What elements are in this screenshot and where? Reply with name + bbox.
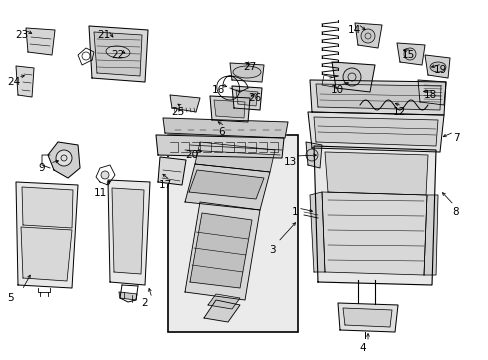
Text: 18: 18 [423, 90, 436, 100]
Polygon shape [189, 170, 264, 199]
Text: 9: 9 [39, 163, 45, 173]
Polygon shape [48, 142, 80, 178]
Text: 7: 7 [452, 133, 458, 143]
Polygon shape [417, 80, 445, 105]
Circle shape [403, 48, 415, 60]
Circle shape [243, 139, 252, 149]
Polygon shape [214, 100, 244, 118]
Text: 20: 20 [185, 150, 198, 160]
Polygon shape [209, 96, 249, 122]
Text: 14: 14 [346, 25, 360, 35]
Polygon shape [354, 23, 381, 48]
Polygon shape [331, 62, 374, 92]
Text: 22: 22 [111, 50, 124, 60]
Polygon shape [16, 66, 34, 97]
Text: 3: 3 [268, 245, 275, 255]
Polygon shape [94, 32, 142, 76]
Polygon shape [423, 195, 437, 275]
Text: 19: 19 [432, 65, 446, 75]
Text: 25: 25 [171, 107, 184, 117]
Text: 5: 5 [7, 293, 13, 303]
Polygon shape [190, 213, 251, 288]
Text: 16: 16 [211, 85, 224, 95]
Polygon shape [315, 84, 440, 110]
Polygon shape [231, 86, 262, 110]
Circle shape [223, 137, 232, 147]
Polygon shape [337, 303, 397, 332]
Text: 12: 12 [391, 107, 405, 117]
Polygon shape [309, 80, 445, 115]
Polygon shape [184, 164, 269, 210]
Circle shape [305, 149, 317, 161]
Polygon shape [195, 142, 274, 172]
Polygon shape [158, 157, 185, 185]
Ellipse shape [232, 66, 261, 78]
Text: 11: 11 [93, 188, 106, 198]
Text: 27: 27 [243, 62, 256, 72]
Polygon shape [307, 112, 443, 152]
Polygon shape [207, 294, 240, 309]
Polygon shape [203, 300, 240, 322]
Circle shape [342, 68, 360, 86]
Polygon shape [396, 43, 424, 65]
Polygon shape [236, 90, 258, 106]
Text: 6: 6 [218, 127, 225, 137]
Polygon shape [305, 142, 321, 168]
Polygon shape [119, 292, 137, 300]
Text: 21: 21 [97, 30, 110, 40]
Polygon shape [22, 187, 73, 228]
Polygon shape [229, 63, 264, 82]
Polygon shape [313, 146, 435, 285]
Polygon shape [313, 117, 437, 146]
Polygon shape [21, 227, 72, 281]
Circle shape [261, 142, 268, 150]
Polygon shape [342, 308, 391, 327]
Text: 4: 4 [359, 343, 366, 353]
Polygon shape [108, 180, 150, 285]
Ellipse shape [106, 46, 130, 58]
Text: 26: 26 [248, 93, 261, 103]
Polygon shape [16, 182, 78, 288]
Text: 13: 13 [283, 157, 296, 167]
Circle shape [101, 171, 109, 179]
Text: 17: 17 [158, 180, 171, 190]
Circle shape [360, 29, 374, 43]
Text: 8: 8 [452, 207, 458, 217]
Text: 2: 2 [142, 298, 148, 308]
Polygon shape [424, 55, 449, 78]
Text: 15: 15 [401, 50, 414, 60]
Text: 23: 23 [15, 30, 29, 40]
Text: 24: 24 [7, 77, 20, 87]
Polygon shape [112, 188, 143, 274]
Polygon shape [184, 202, 260, 300]
Ellipse shape [429, 62, 445, 72]
Polygon shape [163, 118, 287, 138]
Text: 10: 10 [330, 85, 343, 95]
Polygon shape [170, 95, 200, 112]
Polygon shape [321, 192, 426, 275]
Polygon shape [325, 152, 427, 195]
Polygon shape [309, 192, 325, 272]
Polygon shape [89, 26, 148, 82]
Polygon shape [156, 135, 284, 158]
Circle shape [56, 150, 72, 166]
Text: 1: 1 [291, 207, 298, 217]
Bar [168, 135, 297, 332]
Polygon shape [26, 28, 55, 55]
